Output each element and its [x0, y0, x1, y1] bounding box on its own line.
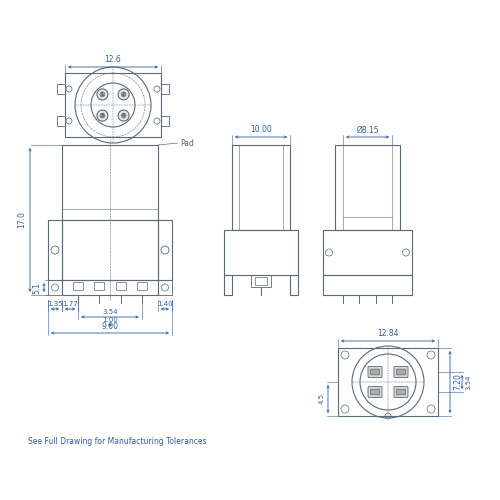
- Bar: [158, 220, 172, 280]
- Bar: [62, 220, 158, 280]
- Text: 10.00: 10.00: [250, 126, 272, 134]
- Text: 5.1: 5.1: [32, 282, 41, 294]
- Text: 1: 1: [101, 92, 104, 97]
- Text: 3.54: 3.54: [102, 309, 118, 315]
- Bar: [161, 116, 169, 126]
- Text: Ø8.15: Ø8.15: [356, 126, 379, 134]
- FancyBboxPatch shape: [396, 369, 406, 375]
- Text: 1.77: 1.77: [62, 301, 78, 307]
- Text: 17.0: 17.0: [17, 212, 26, 228]
- FancyBboxPatch shape: [368, 366, 382, 378]
- Text: 1.35: 1.35: [47, 301, 63, 307]
- Text: 3.54: 3.54: [465, 374, 471, 390]
- Bar: [161, 84, 169, 94]
- Text: 4: 4: [122, 113, 125, 118]
- Text: 7.20: 7.20: [453, 374, 462, 390]
- FancyBboxPatch shape: [394, 386, 408, 398]
- Bar: [335, 145, 400, 230]
- FancyBboxPatch shape: [394, 366, 408, 378]
- Text: See Full Drawing for Manufacturing Tolerances: See Full Drawing for Manufacturing Toler…: [28, 438, 206, 446]
- Bar: [57, 84, 65, 94]
- Bar: [116, 282, 126, 290]
- Bar: [57, 116, 65, 126]
- FancyBboxPatch shape: [368, 386, 382, 398]
- Bar: [338, 348, 438, 416]
- Text: 4.5: 4.5: [319, 394, 325, 404]
- Bar: [73, 282, 83, 290]
- Bar: [62, 145, 158, 220]
- Text: Pad: Pad: [180, 138, 194, 147]
- Bar: [224, 230, 298, 275]
- Text: 9.00: 9.00: [102, 322, 118, 331]
- Text: 12.6: 12.6: [104, 56, 122, 64]
- Circle shape: [118, 89, 129, 100]
- Bar: [323, 275, 412, 295]
- Bar: [323, 230, 412, 275]
- Circle shape: [121, 113, 126, 118]
- Bar: [137, 282, 147, 290]
- Circle shape: [121, 92, 126, 97]
- Bar: [94, 282, 104, 290]
- Bar: [290, 275, 298, 295]
- Bar: [255, 277, 267, 285]
- Text: 2: 2: [122, 92, 125, 97]
- Circle shape: [97, 110, 108, 121]
- FancyBboxPatch shape: [370, 389, 380, 395]
- FancyBboxPatch shape: [396, 389, 406, 395]
- FancyBboxPatch shape: [370, 369, 380, 375]
- Bar: [232, 145, 290, 230]
- Bar: [48, 280, 62, 295]
- Text: 1.00: 1.00: [102, 317, 118, 323]
- Circle shape: [100, 92, 105, 97]
- Bar: [158, 280, 172, 295]
- Circle shape: [97, 89, 108, 100]
- Bar: [251, 275, 271, 287]
- Text: 12.84: 12.84: [378, 330, 399, 338]
- Text: 3: 3: [101, 113, 104, 118]
- Circle shape: [100, 113, 105, 118]
- Text: 1.40: 1.40: [157, 301, 173, 307]
- Bar: [65, 73, 161, 137]
- Bar: [62, 280, 158, 295]
- Circle shape: [118, 110, 129, 121]
- Bar: [224, 275, 232, 295]
- Bar: [48, 220, 62, 280]
